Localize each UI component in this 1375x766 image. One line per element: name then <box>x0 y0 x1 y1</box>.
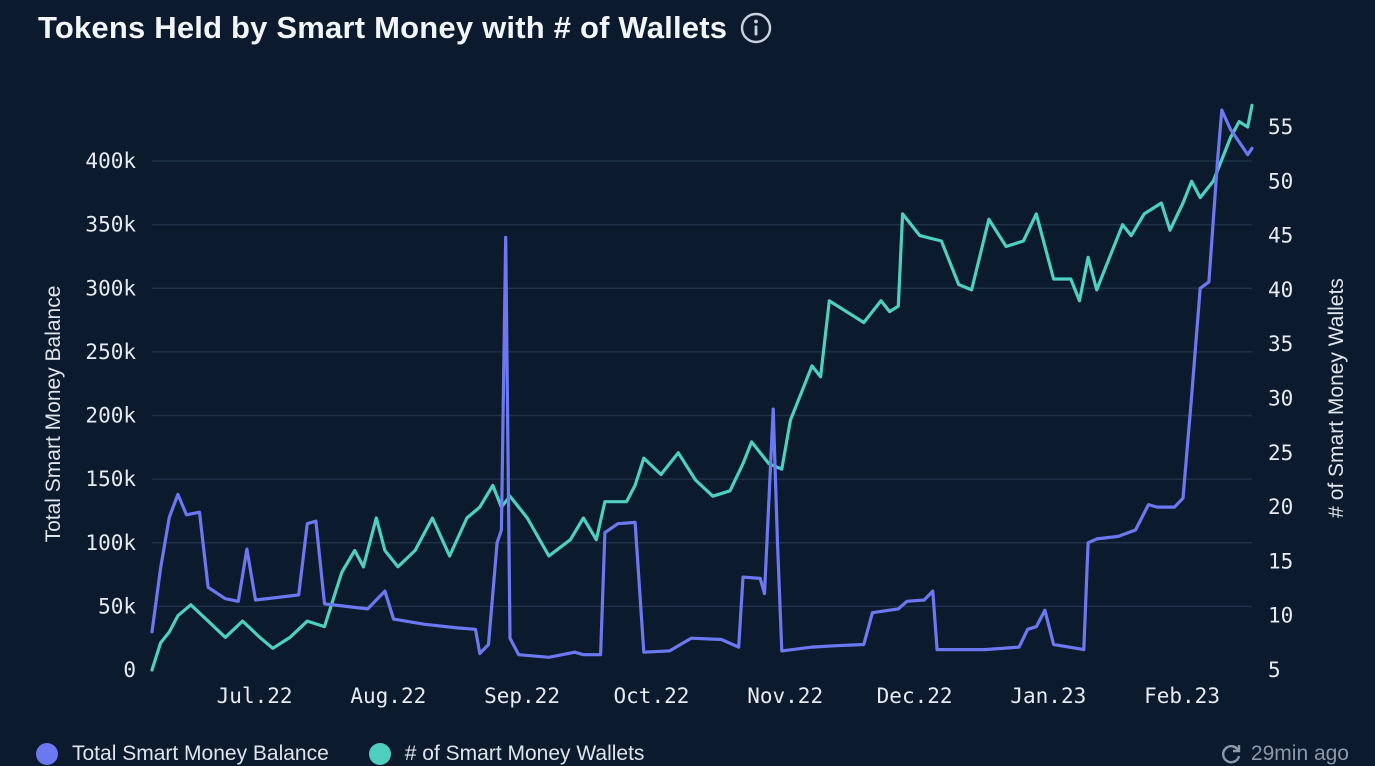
gridlines <box>152 160 1252 608</box>
left-tick-label: 350k <box>85 213 136 237</box>
legend-marker-balance <box>36 743 58 765</box>
legend-marker-wallets <box>368 743 391 765</box>
right-tick-label: 40 <box>1268 278 1293 302</box>
left-tick-label: 250k <box>85 340 136 364</box>
left-axis-ticks: 0 50k 100k 150k 200k 250k 300k 350k 400k <box>85 149 136 682</box>
legend-label-balance: Total Smart Money Balance <box>72 742 329 765</box>
right-tick-label: 10 <box>1268 604 1293 628</box>
last-updated-text: 29min ago <box>1250 742 1349 765</box>
x-tick-label: Oct.22 <box>614 684 690 708</box>
x-axis-ticks: Jul.22 Aug.22 Sep.22 Oct.22 Nov.22 Dec.22 Jan.… <box>217 684 1220 708</box>
last-updated: 29min ago <box>1219 742 1349 766</box>
x-tick-label: Nov.22 <box>747 684 823 708</box>
right-axis-title: # of Smart Money Wallets <box>1325 278 1348 518</box>
right-tick-label: 55 <box>1268 115 1293 139</box>
chart-legend: Total Smart Money Balance # of Smart Mon… <box>36 742 644 766</box>
x-tick-label: Aug.22 <box>350 684 426 708</box>
left-tick-label: 100k <box>85 531 136 555</box>
left-tick-label: 0 <box>123 658 136 682</box>
x-tick-label: Jul.22 <box>217 684 293 708</box>
right-tick-label: 15 <box>1268 549 1293 573</box>
right-tick-label: 25 <box>1268 441 1293 465</box>
series-line-wallets[interactable] <box>150 103 1254 672</box>
chart-header: Tokens Held by Smart Money with # of Wal… <box>38 10 773 46</box>
right-axis-ticks: 5 10 15 20 25 30 35 40 45 50 55 <box>1268 115 1293 682</box>
left-axis-title: Total Smart Money Balance <box>42 286 65 543</box>
right-tick-label: 45 <box>1268 224 1293 248</box>
refresh-icon[interactable] <box>1219 742 1243 766</box>
right-tick-label: 5 <box>1268 658 1281 682</box>
left-tick-label: 300k <box>85 276 136 300</box>
right-tick-label: 35 <box>1268 332 1293 356</box>
legend-item-wallets[interactable]: # of Smart Money Wallets <box>368 742 645 766</box>
legend-label-wallets: # of Smart Money Wallets <box>404 742 645 765</box>
legend-item-balance[interactable]: Total Smart Money Balance <box>36 742 329 766</box>
x-tick-label: Sep.22 <box>484 684 560 708</box>
x-tick-label: Feb.23 <box>1144 684 1220 708</box>
right-tick-label: 20 <box>1268 495 1293 519</box>
series-layer <box>150 103 1254 672</box>
left-tick-label: 400k <box>85 149 136 173</box>
left-tick-label: 200k <box>85 404 136 428</box>
x-tick-label: Jan.23 <box>1010 684 1086 708</box>
series-line-balance[interactable] <box>150 108 1254 659</box>
chart-title: Tokens Held by Smart Money with # of Wal… <box>38 10 728 45</box>
left-tick-label: 150k <box>85 467 136 491</box>
left-tick-label: 50k <box>98 594 136 618</box>
right-tick-label: 50 <box>1268 169 1293 193</box>
right-tick-label: 30 <box>1268 387 1293 411</box>
x-tick-label: Dec.22 <box>877 684 953 708</box>
info-icon[interactable] <box>739 11 773 45</box>
